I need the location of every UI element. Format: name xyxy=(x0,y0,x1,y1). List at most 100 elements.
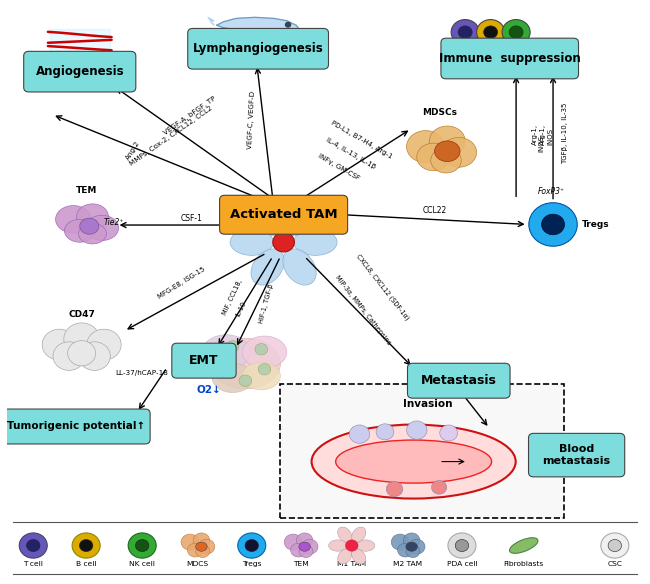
Text: CD47: CD47 xyxy=(68,310,95,319)
Circle shape xyxy=(255,343,268,355)
Ellipse shape xyxy=(213,363,253,392)
Circle shape xyxy=(20,533,47,558)
Circle shape xyxy=(541,214,564,235)
Circle shape xyxy=(529,203,577,246)
Circle shape xyxy=(432,481,447,494)
Text: MFG-E8, ISG-15: MFG-E8, ISG-15 xyxy=(157,266,206,300)
Circle shape xyxy=(181,534,199,550)
FancyBboxPatch shape xyxy=(188,29,328,69)
Circle shape xyxy=(187,543,203,557)
Text: CCL22: CCL22 xyxy=(422,206,447,215)
Ellipse shape xyxy=(430,126,465,156)
Ellipse shape xyxy=(251,199,284,235)
Circle shape xyxy=(220,363,233,375)
Ellipse shape xyxy=(337,527,352,543)
Circle shape xyxy=(458,26,472,39)
Text: Blood
metastasis: Blood metastasis xyxy=(543,444,611,466)
Circle shape xyxy=(128,533,156,558)
Circle shape xyxy=(448,533,476,558)
Ellipse shape xyxy=(211,338,280,389)
Circle shape xyxy=(299,545,313,558)
Text: TGFβ, IL-10, IL-35: TGFβ, IL-10, IL-35 xyxy=(562,102,568,164)
Text: Tie2⁺: Tie2⁺ xyxy=(104,218,124,227)
Circle shape xyxy=(296,533,313,548)
Circle shape xyxy=(455,540,469,551)
Circle shape xyxy=(64,323,99,355)
Circle shape xyxy=(601,533,629,558)
Circle shape xyxy=(79,540,93,551)
FancyBboxPatch shape xyxy=(280,384,564,518)
Circle shape xyxy=(238,533,266,558)
Circle shape xyxy=(239,375,252,387)
Circle shape xyxy=(72,533,100,558)
Ellipse shape xyxy=(510,538,538,553)
Text: MIF, CCL18,: MIF, CCL18, xyxy=(221,279,243,317)
Ellipse shape xyxy=(357,540,375,551)
Text: MIP-3α, MMPs, Cathepsins: MIP-3α, MMPs, Cathepsins xyxy=(334,274,392,346)
Circle shape xyxy=(273,232,294,252)
Polygon shape xyxy=(216,18,300,37)
Circle shape xyxy=(53,342,85,370)
Ellipse shape xyxy=(352,527,366,543)
FancyBboxPatch shape xyxy=(528,433,625,477)
Ellipse shape xyxy=(202,335,250,370)
Circle shape xyxy=(196,545,210,558)
Text: PD-L1, B7-H4, Arg-1: PD-L1, B7-H4, Arg-1 xyxy=(330,120,393,160)
Circle shape xyxy=(451,20,479,45)
FancyBboxPatch shape xyxy=(441,38,578,79)
Text: Angiogenesis: Angiogenesis xyxy=(36,65,124,78)
FancyBboxPatch shape xyxy=(220,195,348,234)
Circle shape xyxy=(608,540,621,551)
Text: IL-4, IL-13, IL-1β: IL-4, IL-13, IL-1β xyxy=(325,137,376,170)
Ellipse shape xyxy=(77,204,109,229)
Text: Metastasis: Metastasis xyxy=(421,374,497,387)
Text: VEGF-C, VEGF-D: VEGF-C, VEGF-D xyxy=(247,91,256,150)
Circle shape xyxy=(226,340,239,352)
Text: FoxP3⁺: FoxP3⁺ xyxy=(538,187,566,196)
Text: IL-10: IL-10 xyxy=(235,301,247,318)
Ellipse shape xyxy=(79,223,107,244)
Circle shape xyxy=(284,534,302,550)
Ellipse shape xyxy=(406,131,445,163)
Text: PDA cell: PDA cell xyxy=(447,561,477,568)
Text: O2↓: O2↓ xyxy=(196,385,221,395)
Text: T cell: T cell xyxy=(23,561,43,568)
Circle shape xyxy=(484,26,498,39)
Ellipse shape xyxy=(337,549,352,564)
Text: CXCL8, CXCL12 (SDF-1α): CXCL8, CXCL12 (SDF-1α) xyxy=(355,253,410,322)
Ellipse shape xyxy=(86,215,118,241)
Text: Lymphangiogenesis: Lymphangiogenesis xyxy=(193,42,324,55)
Ellipse shape xyxy=(294,229,337,255)
Ellipse shape xyxy=(283,199,316,235)
Ellipse shape xyxy=(283,249,316,285)
Text: LL-37/hCAP-18: LL-37/hCAP-18 xyxy=(115,370,168,376)
Circle shape xyxy=(406,545,420,558)
Circle shape xyxy=(349,425,370,443)
Text: Tregs: Tregs xyxy=(582,220,610,229)
Ellipse shape xyxy=(64,220,95,242)
Circle shape xyxy=(386,482,403,496)
Ellipse shape xyxy=(230,229,274,255)
Ellipse shape xyxy=(251,249,284,285)
Text: TEM: TEM xyxy=(75,186,97,195)
Ellipse shape xyxy=(435,141,460,162)
Circle shape xyxy=(476,20,504,45)
Circle shape xyxy=(198,539,214,554)
Circle shape xyxy=(135,540,149,551)
Ellipse shape xyxy=(352,549,366,564)
FancyBboxPatch shape xyxy=(172,343,236,378)
Text: TEM: TEM xyxy=(293,561,309,568)
Circle shape xyxy=(86,329,121,360)
Ellipse shape xyxy=(311,425,515,499)
Ellipse shape xyxy=(196,542,207,551)
Ellipse shape xyxy=(80,218,99,234)
Circle shape xyxy=(79,342,110,370)
Circle shape xyxy=(193,533,210,548)
Polygon shape xyxy=(208,18,214,25)
FancyBboxPatch shape xyxy=(408,363,510,398)
Text: MDSCs: MDSCs xyxy=(422,108,457,117)
Circle shape xyxy=(302,539,318,554)
Circle shape xyxy=(407,421,427,439)
Ellipse shape xyxy=(242,336,287,368)
Circle shape xyxy=(391,534,409,550)
